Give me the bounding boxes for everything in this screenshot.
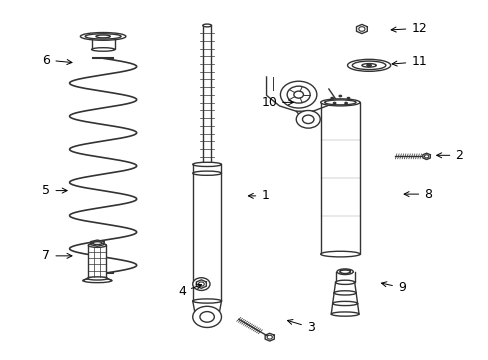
Ellipse shape [351, 61, 385, 69]
Circle shape [280, 81, 316, 108]
Ellipse shape [87, 277, 107, 280]
Ellipse shape [91, 48, 114, 51]
Ellipse shape [192, 162, 221, 167]
Circle shape [296, 111, 320, 128]
Ellipse shape [192, 299, 221, 303]
Ellipse shape [192, 171, 221, 175]
Ellipse shape [324, 100, 355, 105]
Ellipse shape [96, 35, 110, 38]
Circle shape [266, 335, 272, 339]
Circle shape [286, 86, 309, 103]
Text: 2: 2 [436, 149, 462, 162]
Text: 10: 10 [261, 96, 293, 109]
Text: 9: 9 [381, 281, 405, 294]
Text: 1: 1 [248, 189, 268, 202]
Ellipse shape [333, 291, 355, 295]
Text: 6: 6 [42, 54, 72, 67]
Bar [91, 36, 114, 49]
Ellipse shape [320, 99, 359, 106]
Circle shape [200, 312, 214, 322]
Circle shape [329, 97, 333, 100]
Ellipse shape [93, 242, 102, 244]
Ellipse shape [83, 278, 112, 283]
Text: 5: 5 [42, 184, 67, 197]
Ellipse shape [85, 34, 121, 39]
Ellipse shape [361, 64, 376, 67]
Circle shape [293, 91, 303, 98]
Ellipse shape [336, 269, 352, 275]
Text: 4: 4 [178, 284, 201, 298]
Bar [192, 173, 221, 301]
Bar [88, 245, 106, 277]
Text: 8: 8 [403, 188, 431, 201]
Text: 7: 7 [42, 249, 72, 262]
Ellipse shape [347, 59, 390, 71]
Circle shape [198, 282, 204, 286]
Ellipse shape [332, 301, 357, 306]
Circle shape [358, 27, 364, 31]
Ellipse shape [339, 270, 350, 274]
Ellipse shape [320, 251, 359, 257]
Ellipse shape [203, 24, 211, 27]
Circle shape [332, 102, 336, 104]
Ellipse shape [80, 32, 125, 40]
Text: 3: 3 [287, 320, 314, 334]
Circle shape [346, 97, 350, 100]
Circle shape [338, 95, 342, 98]
Circle shape [424, 155, 428, 158]
Circle shape [302, 115, 313, 123]
Ellipse shape [88, 243, 106, 247]
Bar [192, 165, 221, 173]
Ellipse shape [335, 280, 354, 284]
Ellipse shape [330, 312, 358, 316]
Circle shape [366, 63, 371, 67]
Bar [320, 102, 359, 254]
Circle shape [344, 102, 347, 104]
Text: 11: 11 [391, 55, 426, 68]
Circle shape [192, 306, 221, 328]
Circle shape [192, 278, 209, 291]
Text: 12: 12 [390, 22, 426, 35]
